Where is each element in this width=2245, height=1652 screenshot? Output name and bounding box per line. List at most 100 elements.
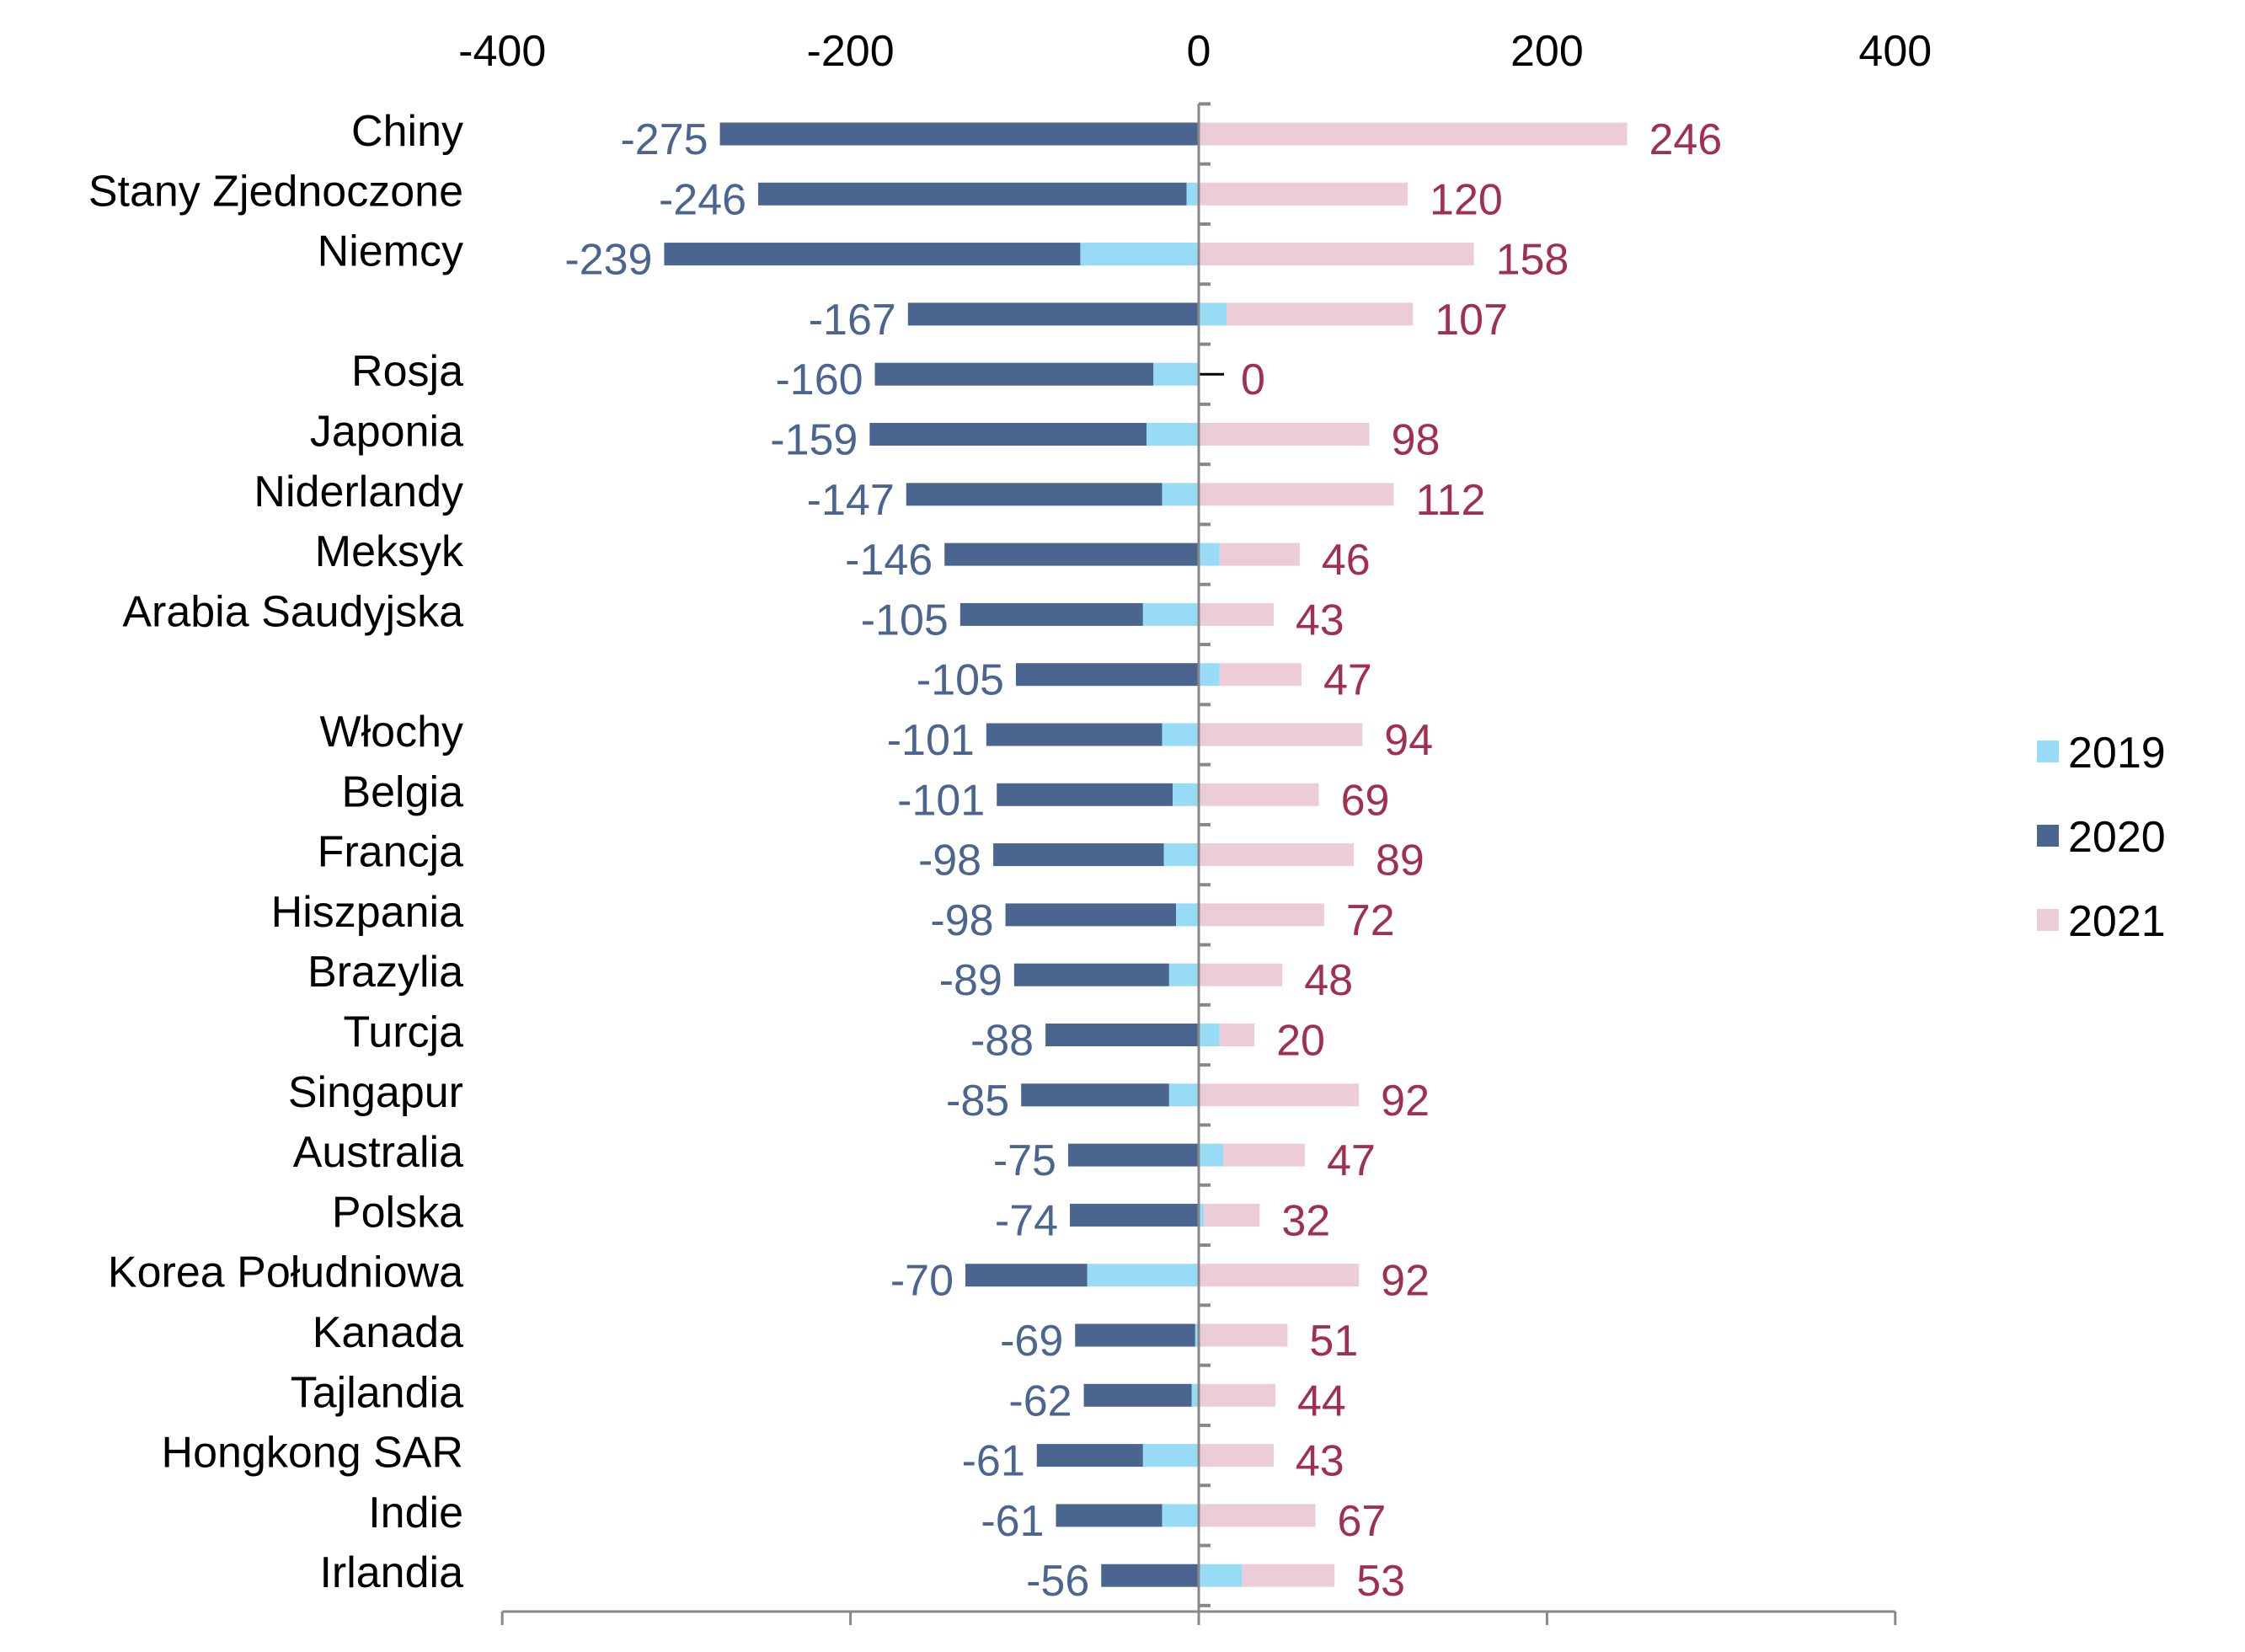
x-tick-label: -200 (807, 27, 895, 76)
data-label-2021: 67 (1337, 1497, 1386, 1546)
bar-2019 (1195, 1323, 1199, 1347)
data-label-2020: -61 (962, 1437, 1025, 1486)
data-label-2021: 69 (1341, 776, 1390, 825)
bar-2021 (1199, 1323, 1288, 1347)
bar-2020 (664, 243, 1081, 266)
bar-2021 (1199, 903, 1324, 927)
data-label-2020: -239 (564, 236, 652, 285)
bar-2019 (1080, 243, 1199, 266)
bar-2020 (869, 423, 1147, 446)
category-label: Rosja (351, 347, 463, 396)
data-label-2020: -75 (993, 1136, 1056, 1185)
legend-swatch-2019 (2037, 740, 2059, 762)
bar-2021 (1219, 543, 1300, 566)
bar-2019 (1153, 362, 1199, 386)
category-label: Belgia (341, 767, 463, 816)
legend-swatch-2020 (2037, 825, 2059, 847)
bar-2020 (758, 182, 1187, 206)
bar-2019 (1163, 843, 1199, 867)
bar-2020 (1021, 1083, 1169, 1107)
data-label-2021: 53 (1356, 1557, 1405, 1606)
bar-2019 (1168, 1083, 1199, 1107)
data-label-2021: 112 (1416, 476, 1486, 525)
data-label-2021: 43 (1296, 1437, 1344, 1486)
bar-2020 (1015, 663, 1199, 687)
category-label: Meksyk (315, 527, 464, 576)
category-label: Singapur (288, 1068, 463, 1117)
data-label-2021: 0 (1241, 356, 1265, 404)
bar-2021 (1199, 783, 1319, 806)
bar-2019 (1162, 1504, 1199, 1527)
data-label-2020: -89 (939, 956, 1002, 1005)
bar-2019 (1199, 1203, 1205, 1227)
data-label-2021: 89 (1376, 837, 1425, 885)
category-label: Stany Zjednoczone (88, 167, 463, 216)
bar-2021 (1199, 483, 1394, 506)
bar-2019 (1191, 1383, 1199, 1407)
data-label-2021: 47 (1323, 656, 1372, 705)
bar-2021 (1199, 182, 1408, 206)
bar-2021 (1199, 243, 1474, 266)
bar-2020 (959, 602, 1143, 626)
data-label-2020: -101 (897, 776, 985, 825)
data-label-2021: 120 (1430, 175, 1503, 224)
bar-2019 (1087, 1264, 1199, 1287)
bar-2021 (1242, 1564, 1335, 1587)
data-label-2021: 20 (1276, 1017, 1325, 1066)
bar-2020 (1045, 1024, 1199, 1046)
category-label: Indie (368, 1489, 463, 1537)
data-label-2021: 94 (1384, 716, 1433, 765)
bar-2021 (1199, 1444, 1274, 1468)
bar-2021 (1204, 1203, 1260, 1227)
data-label-2020: -246 (659, 175, 746, 224)
legend: 2019 2020 2021 (2037, 729, 2166, 946)
bar-2020 (1101, 1564, 1199, 1587)
category-label: Brazylia (307, 948, 463, 997)
bar-2019 (1199, 1564, 1243, 1587)
data-label-2021: 98 (1392, 416, 1441, 465)
data-label-2021: 72 (1346, 896, 1395, 945)
bar-2021 (1199, 1504, 1316, 1527)
category-label: Korea Południowa (108, 1248, 463, 1297)
category-label: Francja (318, 828, 463, 877)
bar-2019 (1199, 302, 1227, 326)
bar-2020 (1005, 903, 1177, 927)
data-label-2020: -69 (1000, 1317, 1063, 1366)
bar-2019 (1199, 1024, 1220, 1046)
bar-2021 (1199, 423, 1370, 446)
bar-2020 (1036, 1444, 1143, 1468)
bar-2019 (1162, 723, 1199, 746)
x-tick-label: -400 (458, 27, 546, 76)
category-label: Niderlandy (254, 468, 463, 516)
legend-swatch-2021 (2037, 909, 2059, 931)
bar-2021 (1219, 663, 1302, 687)
category-label: Irlandia (319, 1548, 463, 1597)
legend-label-2021: 2021 (2068, 897, 2166, 946)
bar-2021 (1199, 1083, 1360, 1107)
data-label-2020: -105 (861, 596, 949, 644)
bar-2020 (1083, 1383, 1192, 1407)
category-label: Hiszpania (271, 888, 463, 937)
category-label: Niemcy (318, 227, 463, 276)
bar-2021 (1227, 302, 1414, 326)
bar-2021 (1199, 122, 1628, 146)
x-tick-label: 200 (1510, 27, 1584, 76)
bar-2020 (944, 543, 1199, 566)
data-label-2020: -62 (1008, 1377, 1072, 1425)
bar-2020 (907, 302, 1199, 326)
category-label: Arabia Saudyjska (122, 587, 463, 636)
category-label: Australia (293, 1128, 463, 1177)
bar-2019 (1162, 483, 1199, 506)
data-label-2020: -70 (890, 1257, 954, 1306)
bar-2019 (1176, 903, 1199, 927)
data-label-2021: 48 (1304, 956, 1353, 1005)
bar-2020 (997, 783, 1173, 806)
bar-2020 (1070, 1203, 1199, 1227)
category-label: Kanada (313, 1308, 463, 1357)
bar-2021 (1199, 843, 1354, 867)
data-label-2021: 107 (1435, 296, 1508, 345)
category-label: Hongkong SAR (162, 1429, 463, 1478)
data-label-2020: -160 (775, 356, 863, 404)
data-label-2021: 43 (1296, 596, 1344, 644)
bars (664, 122, 1628, 1587)
